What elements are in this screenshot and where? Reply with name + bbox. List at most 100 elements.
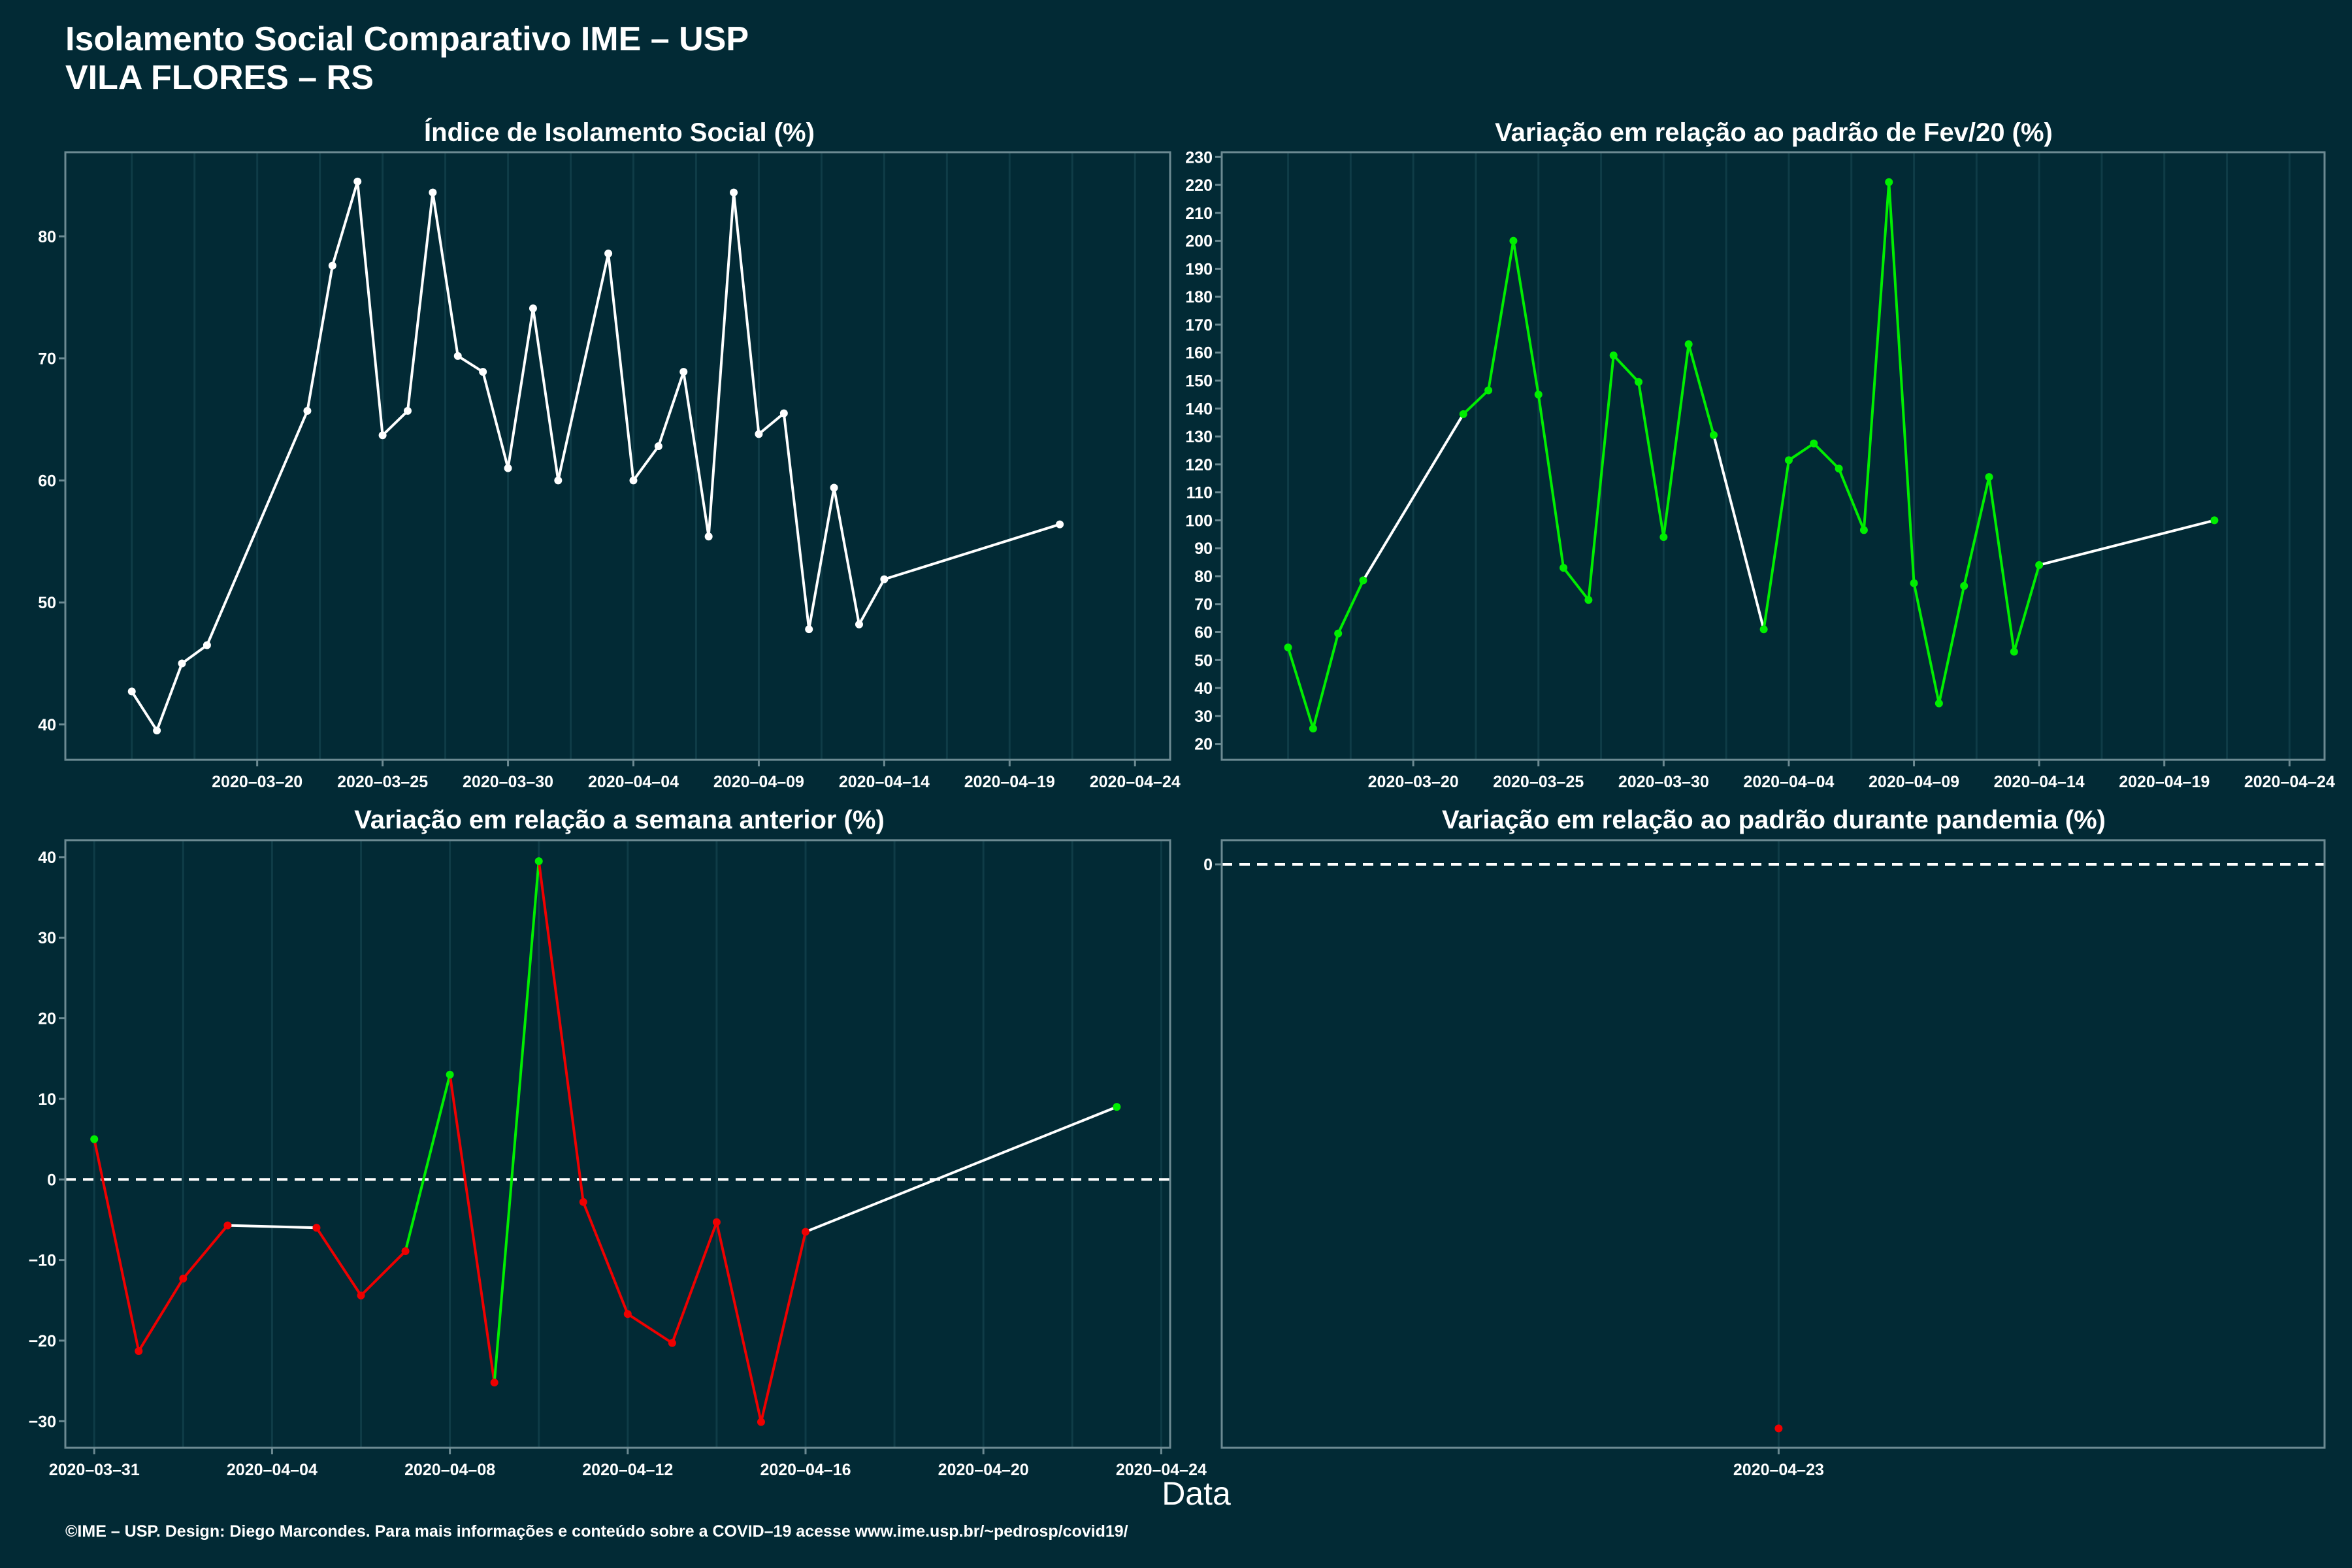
series-segment-20 [1887, 182, 1916, 583]
panel-border [1220, 839, 2326, 1449]
series-segment-6 [1512, 240, 1540, 395]
data-point-19 [1859, 526, 1868, 534]
y-tick-label-4: 80 [38, 228, 56, 246]
series-segment-3 [227, 1224, 317, 1230]
y-tick-label-0: 20 [1194, 736, 1213, 754]
series-segment-12 [1662, 344, 1690, 538]
data-point-4 [303, 406, 312, 415]
data-point-8 [490, 1379, 498, 1387]
series-segment-11 [627, 1313, 673, 1345]
panel-title-fev20: Variação em relação ao padrão de Fev/20 … [1495, 118, 2053, 147]
series-segment-11 [482, 371, 510, 469]
series-segment-19 [707, 192, 736, 537]
y-tick-label-1: −20 [29, 1332, 56, 1350]
data-point-19 [704, 532, 713, 541]
data-point-6 [353, 177, 362, 186]
data-point-6 [1509, 237, 1518, 245]
data-point-9 [429, 188, 437, 197]
series-segment-4 [1462, 389, 1490, 416]
series-segment-1 [1311, 633, 1340, 729]
x-tick-label-3: 2020–04–04 [588, 773, 679, 791]
x-tick-label-5: 2020–04–14 [1994, 773, 2085, 791]
data-point-21 [755, 430, 763, 438]
series-segment-2 [182, 1224, 229, 1280]
data-point-26 [880, 575, 889, 583]
data-point-9 [534, 857, 543, 866]
series-segment-15 [607, 253, 635, 481]
x-tick-label-2: 2020–03–30 [1618, 773, 1709, 791]
series-segment-18 [1837, 468, 1865, 531]
data-point-10 [579, 1198, 587, 1206]
series-segment-6 [404, 1074, 451, 1252]
data-point-16 [629, 476, 638, 485]
data-point-13 [529, 304, 537, 313]
panel-title-isolamento: Índice de Isolamento Social (%) [424, 118, 815, 147]
series-segment-7 [382, 410, 409, 436]
y-tick-label-15: 170 [1185, 316, 1213, 335]
y-tick-label-8: 100 [1185, 512, 1213, 530]
x-tick-label-1: 2020–03–25 [1493, 773, 1584, 791]
data-point-3 [223, 1221, 232, 1230]
series-segment-7 [448, 1074, 496, 1383]
panel-border [64, 151, 1171, 761]
main-title: Isolamento Social Comparativo IME – USP [65, 20, 749, 58]
x-tick-label-1: 2020–03–25 [337, 773, 428, 791]
series-segment-12 [506, 308, 534, 468]
data-point-8 [403, 406, 412, 415]
series-segment-10 [457, 355, 484, 373]
data-point-4 [1459, 410, 1467, 418]
series-segment-23 [1963, 476, 1991, 587]
data-point-11 [479, 368, 487, 376]
data-point-18 [679, 368, 688, 376]
data-point-25 [2010, 647, 2018, 656]
data-point-18 [1835, 465, 1843, 473]
x-tick-label-6: 2020–04–19 [2119, 773, 2210, 791]
x-tick-label-0: 2020–04–23 [1733, 1461, 1824, 1479]
series-segment-24 [832, 487, 860, 625]
x-tick-label-4: 2020–04–09 [713, 773, 804, 791]
series-segment-10 [1612, 354, 1640, 384]
x-tick-label-0: 2020–03–31 [49, 1461, 140, 1479]
data-point-3 [1359, 576, 1367, 585]
data-point-21 [1910, 579, 1918, 587]
data-point-20 [1885, 178, 1893, 186]
x-tick-label-4: 2020–04–16 [760, 1461, 851, 1479]
y-tick-label-0: 0 [1203, 856, 1213, 874]
y-tick-label-4: 60 [1194, 624, 1213, 642]
series-segment-14 [557, 253, 610, 481]
data-point-2 [1334, 629, 1343, 638]
data-point-6 [401, 1247, 410, 1256]
series-segment-6 [356, 181, 384, 436]
data-point-1 [153, 727, 161, 735]
data-point-3 [203, 641, 211, 649]
x-axis-label: Data [1162, 1475, 1231, 1512]
series-segment-9 [1587, 355, 1615, 600]
data-point-5 [328, 261, 336, 270]
data-point-16 [1784, 456, 1793, 465]
y-tick-label-0: 40 [38, 716, 56, 734]
data-point-8 [1560, 564, 1568, 572]
series-segment-13 [715, 1222, 762, 1422]
x-tick-label-0: 2020–03–20 [1368, 773, 1459, 791]
panel-semana-anterior: −30 −20 −10 0 10 20 30 40 2020–03–31 2020–04–04 20… [29, 839, 1207, 1479]
series-segment-0 [1286, 647, 1315, 729]
series-segment-1 [137, 1277, 185, 1352]
series-segment-14 [1712, 434, 1765, 630]
panel-border [64, 839, 1171, 1449]
y-tick-label-2: −10 [29, 1252, 56, 1270]
series-segment-5 [1487, 240, 1515, 391]
x-tick-label-7: 2020–04–24 [1090, 773, 1181, 791]
data-point-12 [668, 1339, 676, 1347]
series-segment-8 [406, 192, 434, 412]
series-segment-23 [808, 487, 836, 630]
series-segment-15 [1762, 460, 1790, 630]
series-segment-0 [131, 691, 158, 732]
series-segment-26 [883, 523, 1060, 581]
main-subtitle: VILA FLORES – RS [65, 59, 374, 97]
data-point-16 [1113, 1103, 1121, 1111]
series-segment-13 [531, 308, 560, 481]
x-tick-label-4: 2020–04–09 [1869, 773, 1959, 791]
y-tick-label-12: 140 [1185, 400, 1213, 418]
y-tick-label-3: 50 [1194, 651, 1213, 670]
